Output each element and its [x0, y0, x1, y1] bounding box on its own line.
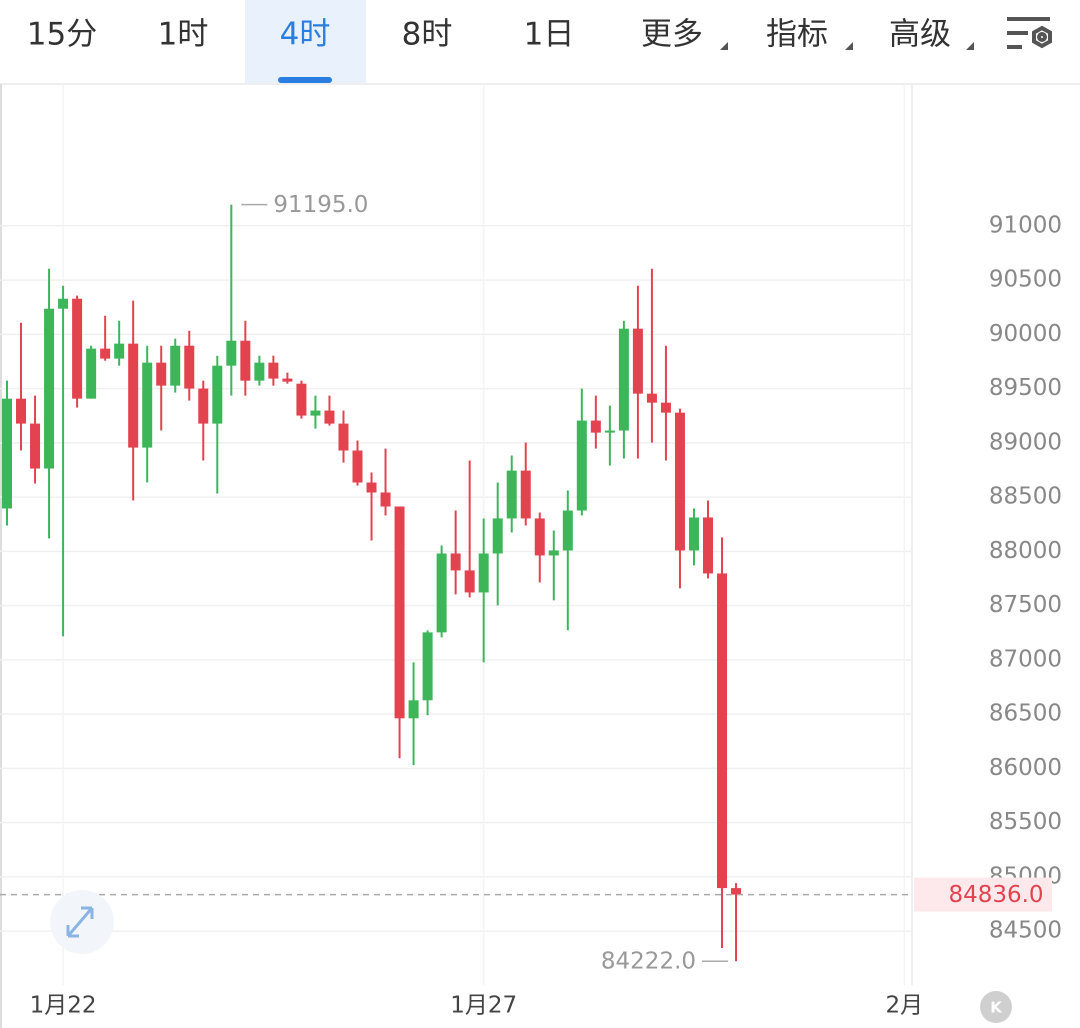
candle-body	[114, 343, 125, 359]
tab[interactable]: 1时	[158, 17, 209, 53]
candle-body	[296, 383, 307, 416]
y-tick-label: 86000	[989, 755, 1062, 781]
y-tick-label: 91000	[989, 212, 1062, 238]
candle-body	[632, 328, 643, 394]
watermark-text: K	[990, 999, 1003, 1017]
y-tick-label: 88000	[989, 538, 1062, 564]
y-tick-label: 89000	[989, 429, 1062, 455]
candle-body	[30, 423, 41, 469]
candle-body	[44, 308, 55, 469]
settings-icon[interactable]	[1007, 17, 1052, 49]
candle-body	[156, 362, 167, 386]
candle-body	[450, 553, 461, 571]
low-label: 84222.0	[601, 949, 696, 975]
candle-body	[618, 328, 629, 431]
y-tick-label: 87500	[989, 592, 1062, 618]
candle-body	[142, 362, 153, 448]
candle-body	[128, 343, 139, 448]
y-tick-label: 89500	[989, 375, 1062, 401]
candle-body	[534, 518, 545, 556]
active-tab-indicator	[278, 77, 332, 83]
candle-body	[731, 888, 742, 895]
candle-body	[282, 378, 293, 382]
candle-body	[240, 340, 251, 381]
y-tick-label: 85500	[989, 809, 1062, 835]
candle-body	[506, 470, 517, 519]
expand-button[interactable]	[50, 890, 114, 954]
active-tab-bg	[245, 0, 366, 83]
candle-body	[310, 410, 321, 416]
y-tick-label: 88500	[989, 484, 1062, 510]
x-tick-label: 1月27	[450, 993, 517, 1019]
y-tick-label: 86500	[989, 701, 1062, 727]
candle-body	[366, 482, 377, 493]
candle-body	[268, 362, 279, 379]
candle-body	[352, 450, 363, 483]
candle-body	[703, 517, 713, 574]
candle-body	[86, 348, 97, 399]
candle-body	[408, 700, 419, 719]
x-tick-label: 1月22	[30, 993, 97, 1019]
candle-body	[548, 550, 559, 556]
candle-body	[688, 517, 699, 551]
candle-body	[394, 506, 405, 719]
tab[interactable]: 高级	[889, 17, 951, 53]
last-price-box	[914, 877, 1052, 912]
candle-body	[212, 365, 223, 424]
candle-body	[422, 632, 433, 701]
y-tick-label: 90500	[989, 267, 1062, 293]
tab[interactable]: 8时	[402, 17, 453, 53]
candle-body	[604, 430, 615, 433]
candle-body	[646, 393, 657, 403]
candle-body	[576, 420, 587, 511]
candle-body	[72, 298, 83, 399]
candle-body	[674, 412, 685, 551]
candle-body	[520, 470, 531, 519]
candle-body	[254, 362, 265, 381]
tab-bar: 15分 1时 4时 8时 1日 更多 指标 高级	[27, 17, 951, 53]
y-tick-label: 87000	[989, 646, 1062, 672]
candle-body	[338, 423, 349, 451]
candle-body	[436, 553, 447, 633]
candle-body	[464, 570, 475, 593]
candle-body	[170, 345, 181, 386]
tab[interactable]: 1日	[524, 17, 575, 53]
tab[interactable]: 4时	[280, 17, 331, 53]
candle-body	[184, 345, 195, 389]
candle-body	[100, 348, 111, 359]
tab[interactable]: 更多	[641, 17, 703, 53]
plot: 8450085000855008600086500870008750088000…	[0, 84, 1062, 1019]
dropdown-arrows	[720, 42, 974, 50]
candle-body	[2, 398, 12, 509]
last-price-label: 84836.0	[948, 882, 1043, 908]
watermark-icon	[980, 991, 1012, 1023]
candle-body	[660, 402, 671, 413]
y-tick-label: 90000	[989, 321, 1062, 347]
candle-body	[324, 410, 335, 424]
x-tick-label: 2月	[885, 993, 923, 1019]
y-tick-label: 84500	[989, 918, 1062, 944]
high-label: 91195.0	[273, 192, 368, 218]
candle-body	[226, 340, 237, 366]
candle-body	[58, 298, 69, 309]
candle-body	[380, 492, 391, 507]
candle-body	[717, 573, 728, 889]
candle-body	[16, 398, 27, 424]
candle-body	[492, 518, 503, 554]
candle-body	[478, 553, 489, 593]
tab[interactable]: 指标	[766, 17, 828, 53]
tab[interactable]: 15分	[27, 17, 97, 53]
candle-body	[590, 420, 601, 433]
candle-body	[198, 388, 209, 424]
candle-body	[562, 510, 573, 551]
